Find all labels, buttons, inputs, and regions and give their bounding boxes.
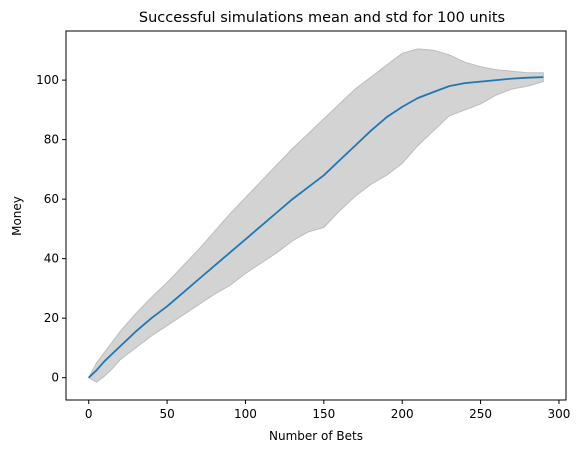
x-tick-label: 150 [312, 407, 335, 421]
x-axis-ticks: 0 50 100 150 200 250 300 [85, 400, 570, 421]
x-tick-label: 0 [85, 407, 93, 421]
x-tick-label: 50 [159, 407, 174, 421]
x-tick-label: 200 [391, 407, 414, 421]
axes-frame [65, 30, 567, 401]
x-tick-label: 100 [234, 407, 257, 421]
x-tick-label: 250 [469, 407, 492, 421]
y-axis-label: Money [10, 196, 24, 236]
y-axis-ticks: 0 20 40 60 80 100 [36, 73, 66, 385]
x-tick-label: 300 [547, 407, 570, 421]
y-tick-label: 20 [44, 311, 59, 325]
chart-title: Successful simulations mean and std for … [139, 10, 505, 26]
y-tick-label: 80 [44, 133, 59, 147]
y-tick-label: 60 [44, 192, 59, 206]
plot-area [88, 48, 544, 383]
y-tick-label: 0 [51, 371, 59, 385]
y-tick-label: 100 [36, 73, 59, 87]
mean-line [88, 76, 544, 379]
y-tick-label: 40 [44, 252, 59, 266]
x-axis-label: Number of Bets [269, 429, 363, 443]
